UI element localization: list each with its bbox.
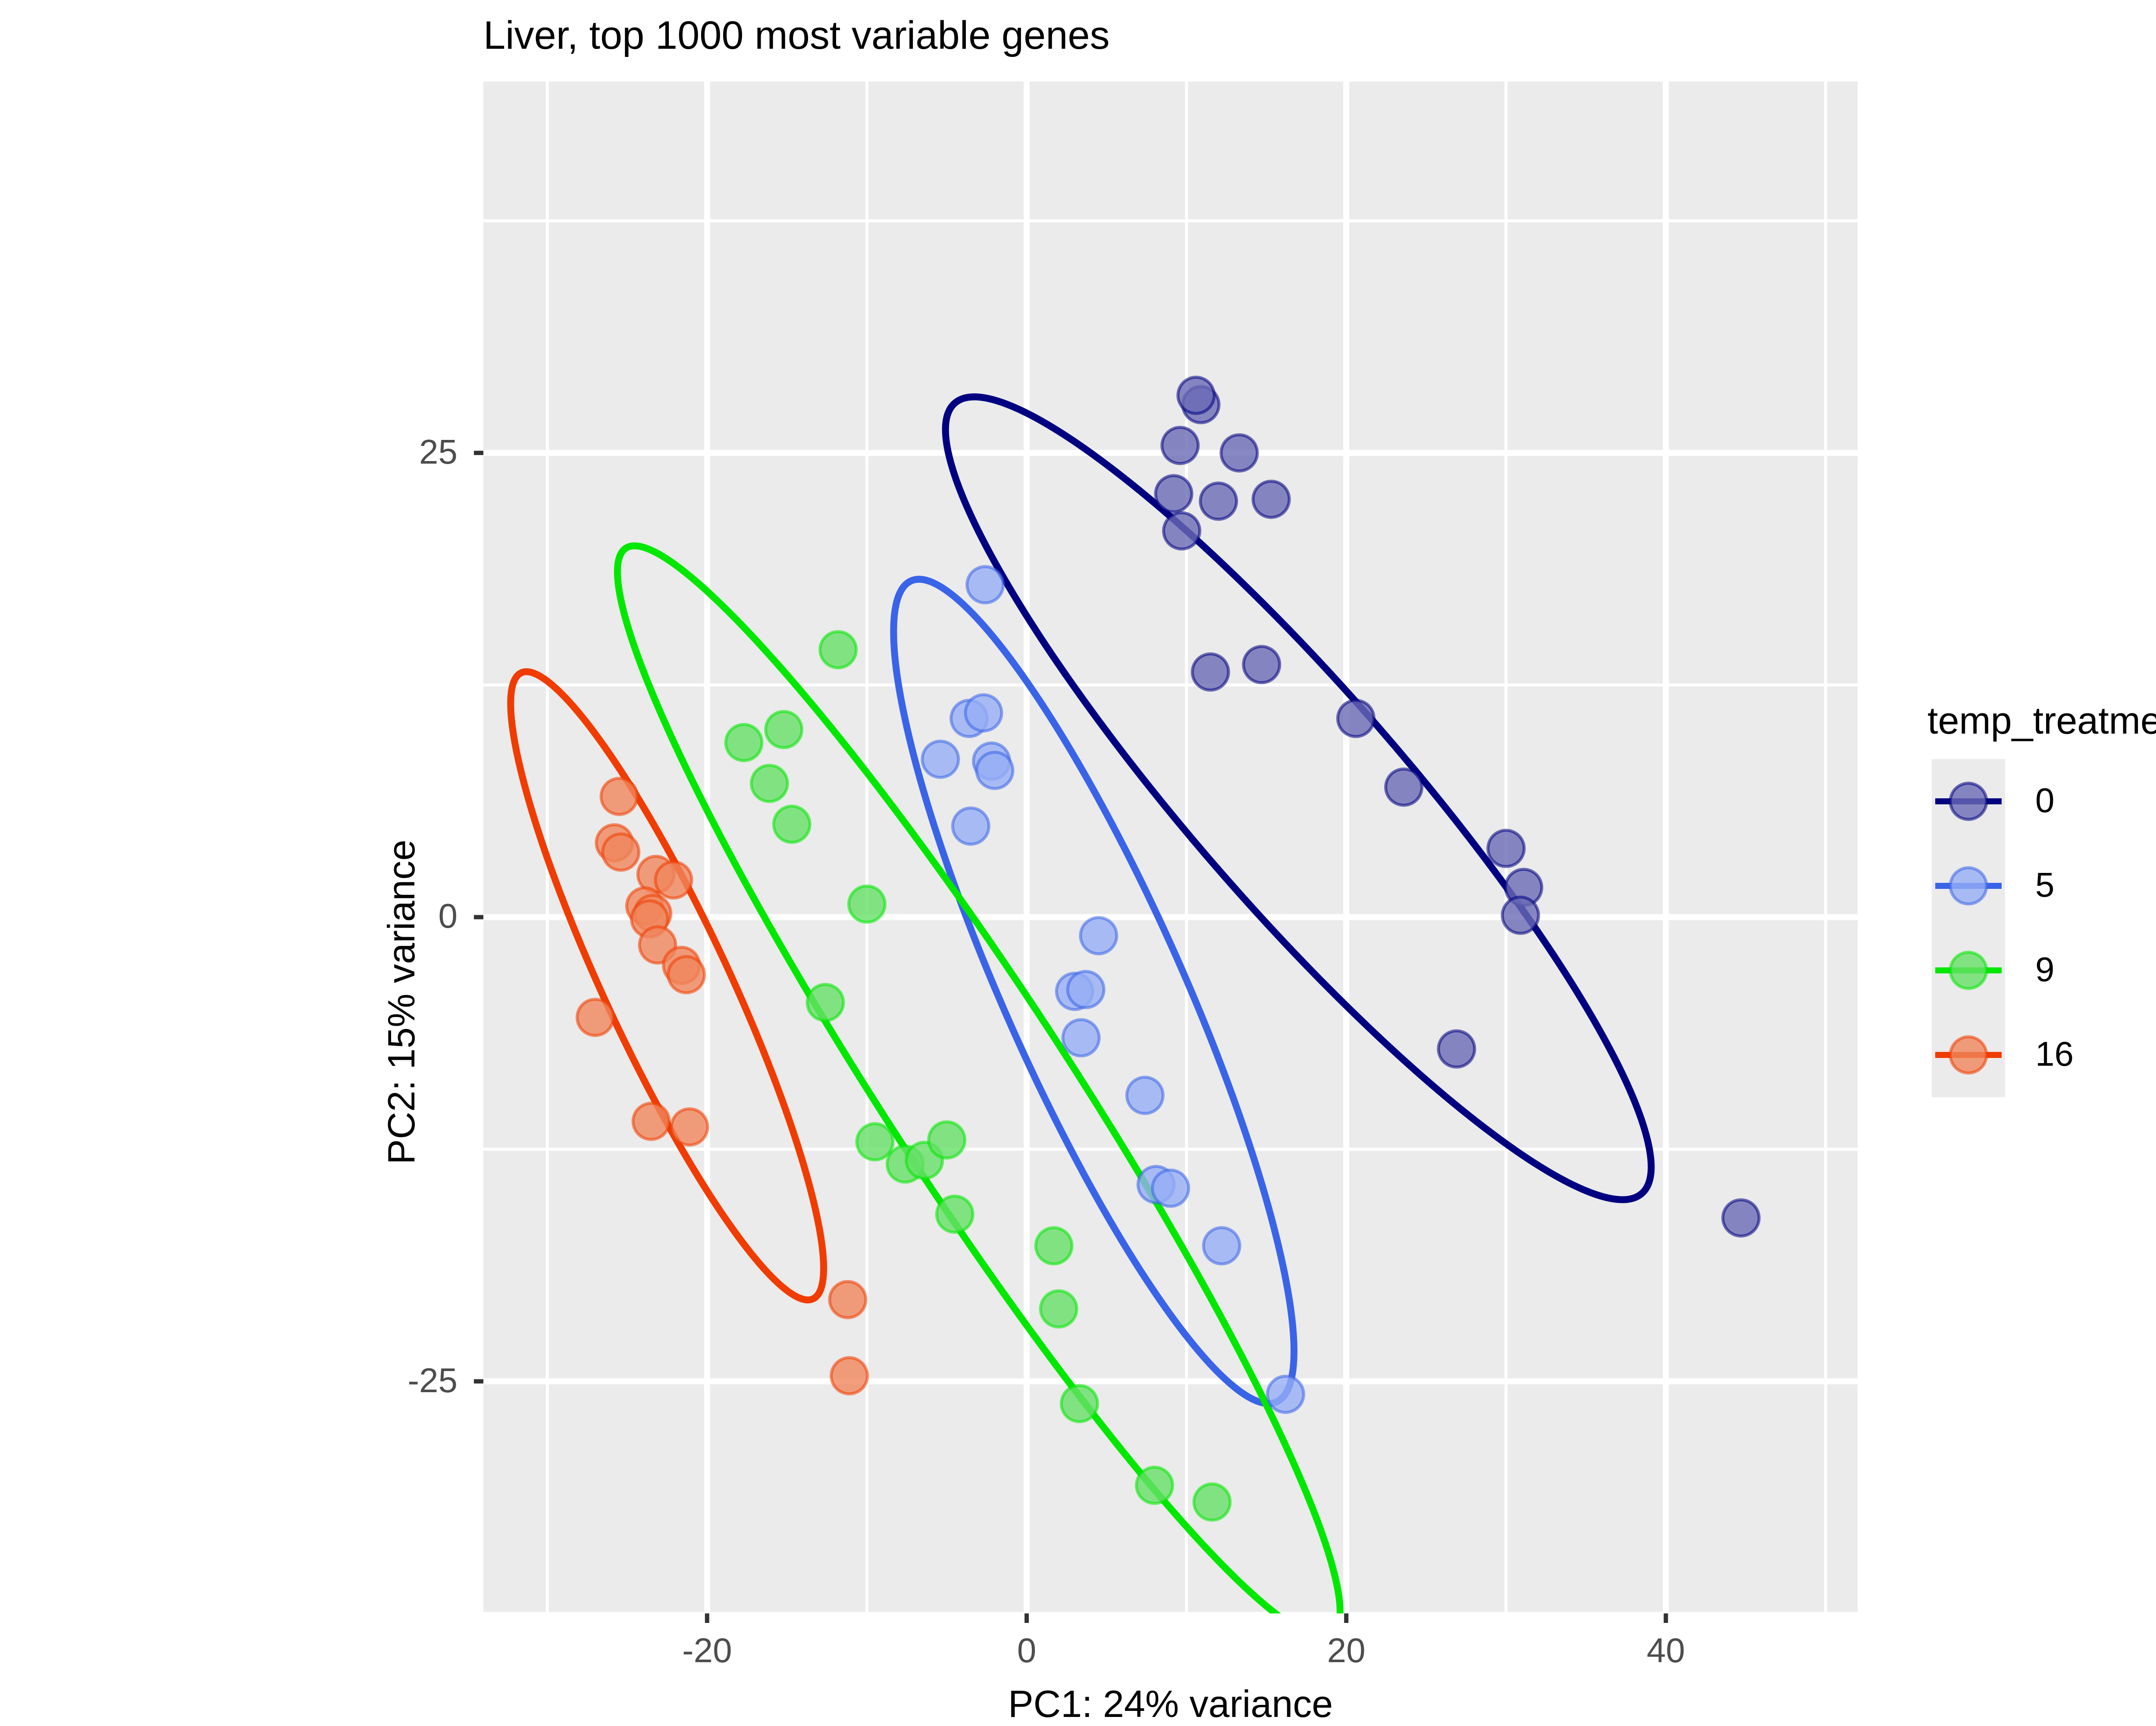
y-tick-label: -25 (407, 1361, 458, 1400)
legend-key-9[interactable] (1932, 928, 2005, 1013)
data-point (724, 723, 764, 763)
data-point (1266, 1375, 1305, 1414)
data-point (1242, 645, 1282, 684)
data-point (1486, 828, 1526, 868)
legend-point-marker (1949, 1035, 1988, 1075)
data-point (1160, 426, 1200, 465)
data-point (965, 565, 1005, 605)
data-point (1039, 1289, 1078, 1329)
data-point (1079, 916, 1119, 956)
legend-label-16[interactable]: 16 (2035, 1035, 2074, 1073)
legend-point-marker (1949, 866, 1988, 906)
data-point (1034, 1226, 1074, 1266)
y-tick-label: 25 (419, 433, 458, 471)
data-point (764, 710, 804, 750)
data-point (1384, 767, 1424, 807)
x-tick-label: -20 (682, 1631, 732, 1670)
data-point (1154, 474, 1194, 514)
data-point (1059, 1384, 1099, 1423)
data-point (805, 983, 845, 1023)
legend-label-5[interactable]: 5 (2035, 866, 2055, 904)
data-point (654, 860, 693, 900)
data-point (601, 832, 641, 872)
data-point (921, 739, 960, 779)
page-title: Liver, top 1000 most variable genes (483, 13, 1110, 57)
x-tick-label: 0 (1017, 1631, 1037, 1670)
x-axis-title: PC1: 24% variance (1008, 1682, 1333, 1725)
x-tick-label: 20 (1327, 1631, 1366, 1670)
data-point (1134, 1466, 1174, 1505)
x-tick-label: 40 (1646, 1631, 1685, 1670)
data-point (1191, 652, 1230, 692)
data-point (964, 693, 1003, 733)
legend-point-marker (1949, 951, 1988, 990)
data-point (1721, 1198, 1761, 1238)
data-point (1336, 699, 1376, 738)
legend-label-0[interactable]: 0 (2035, 781, 2055, 819)
data-point (599, 777, 639, 816)
data-point (670, 1107, 709, 1147)
data-point (1176, 376, 1216, 415)
data-point (1061, 1018, 1101, 1058)
data-point (847, 884, 887, 924)
data-point (1151, 1168, 1190, 1208)
data-point (575, 998, 615, 1037)
confidence-ellipse-0 (942, 393, 1655, 1203)
data-point (818, 630, 858, 669)
data-point (1066, 970, 1106, 1009)
data-point (1125, 1076, 1165, 1115)
data-point (951, 806, 990, 846)
data-point (667, 955, 706, 995)
data-point (1437, 1029, 1476, 1069)
legend-title: temp_treatment (1927, 699, 2156, 742)
data-point (1162, 511, 1201, 551)
legend-key-0[interactable] (1932, 759, 2005, 844)
data-point (1202, 1226, 1241, 1266)
y-tick-label: 0 (438, 897, 458, 935)
data-point (1199, 481, 1238, 521)
data-point (975, 750, 1015, 790)
legend-key-5[interactable] (1932, 844, 2005, 928)
panel-background (483, 82, 1858, 1613)
data-point (828, 1280, 868, 1319)
data-point (935, 1194, 975, 1234)
data-point (772, 804, 812, 844)
data-point (1192, 1482, 1232, 1522)
data-point (1219, 433, 1259, 473)
legend-label-9[interactable]: 9 (2035, 950, 2055, 989)
data-point (1251, 480, 1291, 519)
data-point (855, 1122, 895, 1161)
data-point (927, 1120, 967, 1160)
y-axis-title: PC2: 15% variance (380, 839, 423, 1164)
legend-point-marker (1949, 781, 1988, 821)
data-point (1501, 895, 1540, 935)
confidence-ellipse-9 (614, 542, 1344, 1613)
legend-key-16[interactable] (1932, 1013, 2005, 1097)
data-point (631, 1102, 671, 1141)
data-point (830, 1356, 869, 1396)
data-point (749, 763, 789, 803)
